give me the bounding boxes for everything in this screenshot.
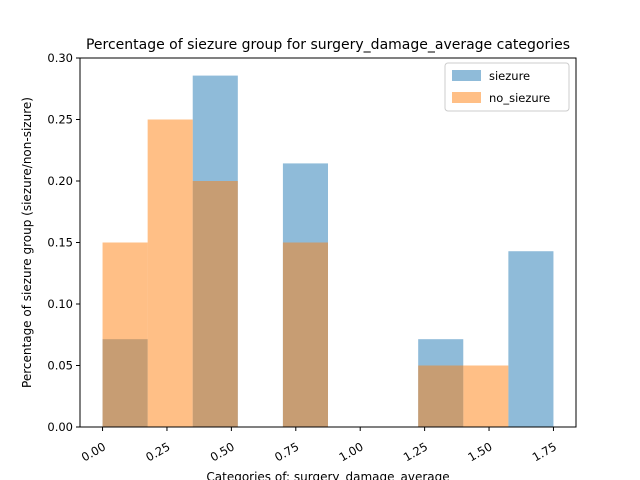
y-tick-label: 0.10 (47, 297, 73, 311)
legend-swatch-siezure (452, 70, 481, 81)
bar-no-siezure-4 (282, 242, 328, 427)
legend-swatch-no-siezure (452, 92, 481, 103)
x-tick-label: 0.75 (272, 439, 301, 464)
x-tick-label: 1.00 (337, 439, 366, 464)
y-tick-label: 0.25 (47, 113, 73, 127)
bar-no-siezure-0 (102, 242, 148, 427)
y-tick-label: 0.30 (47, 51, 73, 65)
bar-no-siezure-1 (147, 119, 193, 427)
x-tick-label: 0.25 (143, 439, 172, 464)
x-tick-label: 1.75 (530, 439, 559, 464)
y-tick-label: 0.20 (47, 174, 73, 188)
x-tick-label: 0.00 (79, 439, 108, 464)
bar-no-siezure-2 (192, 181, 238, 427)
x-tick-label: 1.25 (401, 439, 430, 464)
x-tick-label: 0.50 (208, 439, 237, 464)
y-tick-label: 0.15 (47, 236, 73, 250)
bars-group (102, 75, 554, 427)
y-tick-label: 0.00 (47, 420, 73, 434)
x-axis-label: Categories of: surgery_damage_average (206, 470, 449, 480)
legend-label-no-siezure: no_siezure (489, 91, 550, 105)
legend: siezure no_siezure (444, 62, 570, 112)
y-axis-label: Percentage of siezure group (siezure/non… (20, 97, 34, 388)
bar-no-siezure-8 (463, 365, 509, 427)
bar-no-siezure-7 (418, 365, 464, 427)
chart-title: Percentage of siezure group for surgery_… (86, 37, 570, 53)
y-axis-ticks: 0.00 0.05 0.10 0.15 0.20 0.25 0.30 (47, 51, 80, 434)
legend-label-siezure: siezure (489, 69, 530, 83)
bar-siezure-9 (508, 251, 554, 427)
x-tick-label: 1.50 (465, 439, 494, 464)
y-tick-label: 0.05 (47, 359, 73, 373)
x-axis-ticks: 0.00 0.25 0.50 0.75 1.00 1.25 1.50 1.75 (79, 427, 559, 464)
